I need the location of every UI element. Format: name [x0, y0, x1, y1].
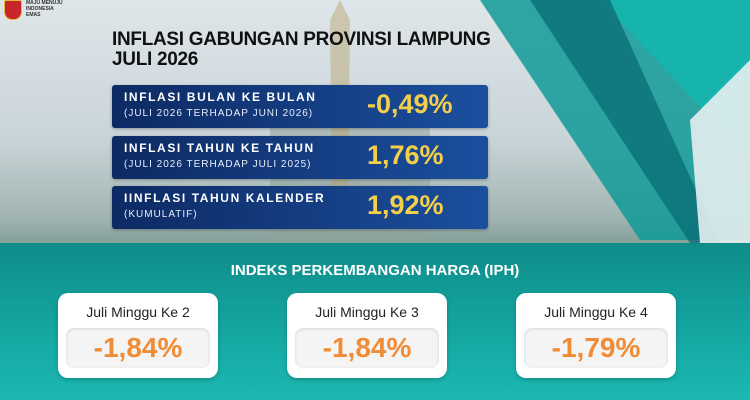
iph-card: Juli Minggu Ke 4 -1,79%: [516, 293, 676, 378]
row-value: -0,49%: [367, 89, 453, 119]
row-value: 1,92%: [367, 190, 444, 220]
row-label: INFLASI BULAN KE BULAN: [124, 90, 317, 104]
logo-line: INDONESIA: [26, 6, 54, 12]
logo-emblem: [4, 0, 22, 20]
row-value: 1,76%: [367, 139, 444, 170]
inflation-row: IINFLASI TAHUN KALENDER (KUMULATIF) 1,92%: [112, 186, 488, 229]
iph-card: Juli Minggu Ke 3 -1,84%: [287, 293, 447, 378]
card-value-box: -1,84%: [295, 328, 439, 368]
card-label: Juli Minggu Ke 4: [544, 304, 648, 320]
logo-line: EMAS: [26, 12, 41, 18]
row-subtitle: (JULI 2026 TERHADAP JULI 2025): [124, 158, 312, 170]
row-label: INFLASI TAHUN KE TAHUN: [124, 140, 315, 155]
iph-card: Juli Minggu Ke 2 -1,84%: [58, 293, 218, 378]
logo-line: MAJU MENUJU: [26, 0, 63, 6]
inflation-row: INFLASI TAHUN KE TAHUN (JULI 2026 TERHADA…: [112, 135, 488, 179]
iph-heading: INDEKS PERKEMBANGAN HARGA (IPH): [230, 262, 520, 279]
card-value-box: -1,84%: [66, 328, 210, 368]
row-label: IINFLASI TAHUN KALENDER: [124, 191, 326, 205]
row-subtitle: (JULI 2026 TERHADAP JUNI 2026): [124, 108, 314, 119]
logo: MAJU MENUJU INDONESIA EMAS: [4, 0, 63, 20]
card-value: -1,79%: [551, 332, 641, 363]
title: INFLASI GABUNGAN PROVINSI LAMPUNG JULI 2…: [112, 30, 491, 70]
title-line: INFLASI GABUNGAN PROVINSI LAMPUNG: [112, 29, 491, 50]
card-value: -1,84%: [322, 332, 412, 363]
logo-text: MAJU MENUJU INDONESIA EMAS: [26, 0, 63, 18]
title-line: JULI 2026: [112, 49, 199, 70]
card-label: Juli Minggu Ke 3: [315, 304, 419, 320]
card-value-box: -1,79%: [524, 328, 668, 368]
card-label: Juli Minggu Ke 2: [86, 304, 190, 320]
row-subtitle: (KUMULATIF): [124, 209, 198, 220]
inflation-row: INFLASI BULAN KE BULAN (JULI 2026 TERHADA…: [112, 85, 488, 128]
card-value: -1,84%: [93, 332, 183, 363]
